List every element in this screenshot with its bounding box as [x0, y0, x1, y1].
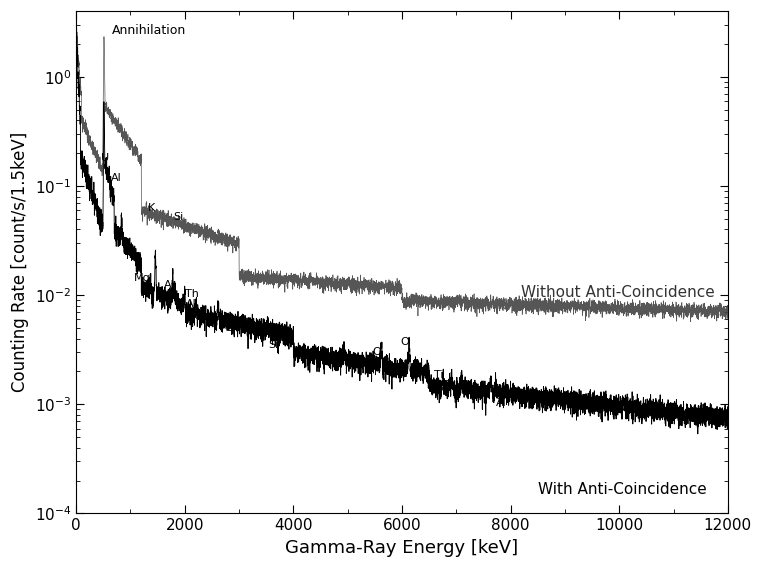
- Text: Fe: Fe: [491, 391, 503, 402]
- Text: Ti: Ti: [443, 381, 452, 390]
- Text: Mg: Mg: [218, 321, 235, 331]
- Text: Ti: Ti: [433, 370, 443, 380]
- Text: Mg: Mg: [134, 273, 150, 283]
- Text: With Anti-Coincidence: With Anti-Coincidence: [538, 482, 707, 497]
- Text: K: K: [148, 203, 156, 214]
- Text: Al: Al: [111, 173, 122, 183]
- Text: Al: Al: [185, 299, 196, 310]
- Text: Al: Al: [163, 280, 175, 290]
- Text: Without Anti-Coincidence: Without Anti-Coincidence: [521, 285, 715, 300]
- Text: Fe: Fe: [462, 385, 475, 394]
- Text: U: U: [101, 153, 109, 163]
- Text: O: O: [401, 337, 409, 347]
- Text: Si: Si: [334, 352, 344, 362]
- Y-axis label: Counting Rate [count/s/1.5keV]: Counting Rate [count/s/1.5keV]: [11, 132, 29, 392]
- Text: Al: Al: [496, 398, 507, 408]
- Text: Annihilation: Annihilation: [111, 24, 185, 37]
- X-axis label: Gamma-Ray Energy [keV]: Gamma-Ray Energy [keV]: [285, 539, 519, 557]
- Text: Th: Th: [185, 289, 198, 299]
- Text: Si: Si: [172, 212, 183, 222]
- Text: O: O: [372, 348, 382, 357]
- Text: Si: Si: [268, 340, 278, 350]
